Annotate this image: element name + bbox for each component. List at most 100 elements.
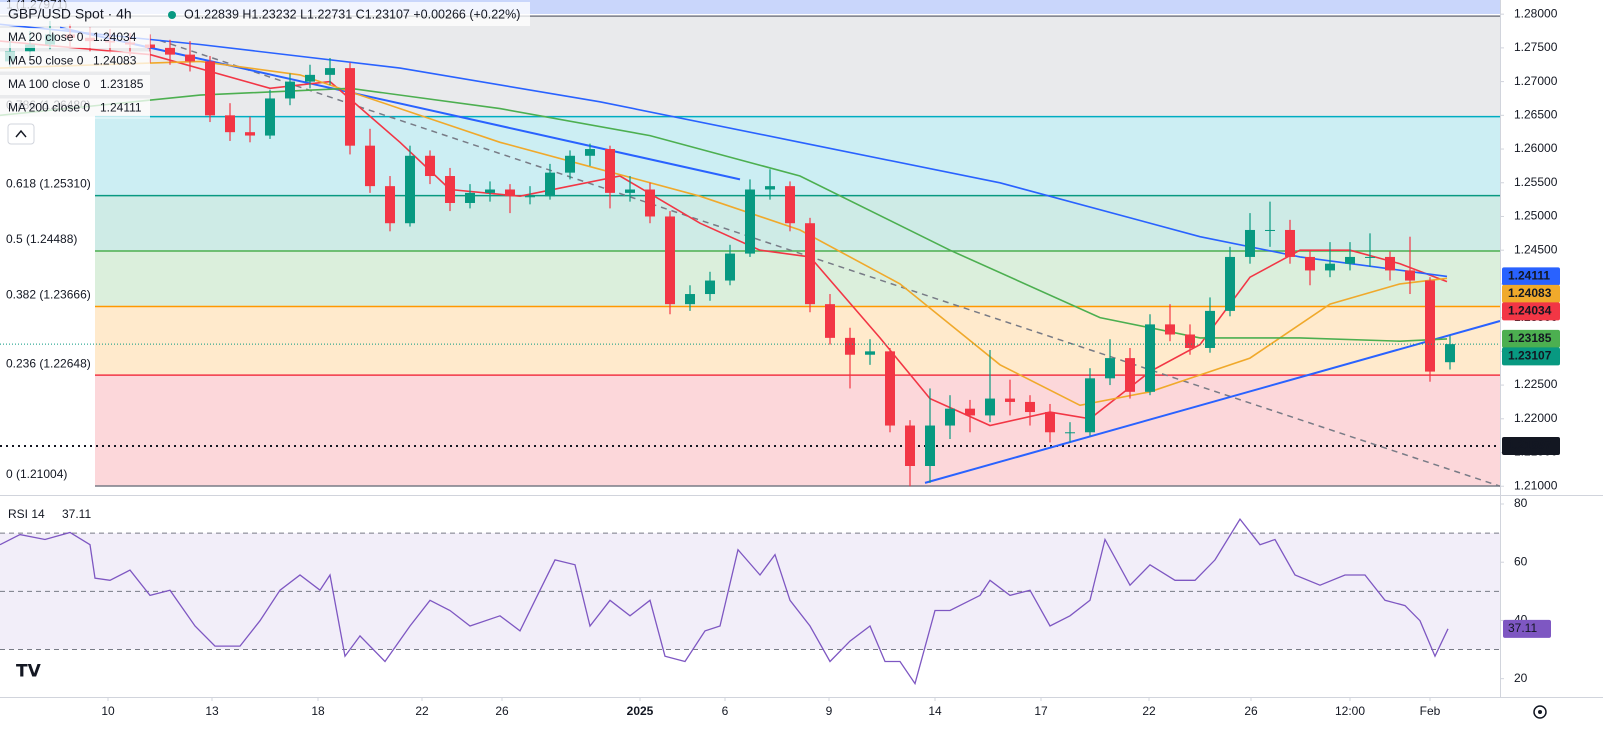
moving-average [0,87,1448,343]
candle-body [685,294,695,305]
candle-body [385,186,395,224]
candle-body [185,54,195,62]
candle-body [925,425,935,467]
x-tick-label: 9 [826,704,833,718]
candle-body [1145,324,1155,392]
candle-body [1105,358,1115,379]
candle-body [165,47,175,55]
candle-body [1325,263,1335,271]
candle-body [1165,324,1175,335]
candle-body [1005,398,1015,402]
price-tag-label: 1.24034 [1508,304,1552,318]
price-tag-label: 1.23107 [1508,349,1552,363]
legend-background [0,28,150,48]
candle-body [1245,229,1255,257]
x-tick-label: 10 [101,704,115,718]
y-tick-label: 1.22500 [1514,377,1558,391]
candle-body [865,351,875,355]
x-tick-label: 2025 [627,704,654,718]
gear-icon[interactable] [1533,705,1547,719]
candle-body [625,189,635,193]
price-tag-label: 1.24111 [1508,269,1550,283]
legend-background [0,98,150,119]
x-tick-label: 13 [205,704,219,718]
candle-body [425,155,435,177]
legend-background [0,2,530,26]
y-tick-label: 1.26000 [1514,141,1558,155]
y-tick-label: 20 [1514,671,1528,685]
collapse-button[interactable] [7,123,35,145]
settings-button[interactable] [1533,705,1547,719]
candle-body [985,398,995,416]
gear-center[interactable] [1538,710,1542,714]
candle-body [785,186,795,224]
y-tick-label: 1.26500 [1514,107,1558,121]
legend-value: 1.24111 [100,101,142,115]
price-tag [1502,436,1560,455]
candle-body [485,189,495,193]
price-tag [1502,267,1560,286]
legend-value: 1.24034 [93,30,137,44]
trend-line [924,320,1501,484]
candle-body [205,61,215,116]
plot: 1 (1.27971)0.786 (1.26480)0.618 (1.25310… [0,0,1501,686]
candle-body [1405,270,1415,281]
candle-body [545,172,555,197]
y-tick-label: 60 [1514,554,1528,568]
candle-body [1125,358,1135,392]
fib-band [0,16,1500,117]
y-tick-label: 1.27500 [1514,40,1558,54]
candle-body [1065,432,1075,434]
rsi-name: RSI 14 [8,507,45,521]
candle-body [1345,256,1355,264]
candle-body [765,186,775,190]
candle-body [745,189,755,254]
x-tick-label: Feb [1420,704,1441,718]
y-tick-label: 1.28000 [1514,6,1558,20]
candle-body [525,196,535,198]
candle-body [845,337,855,355]
fib-label: 0 (1.21004) [6,467,67,481]
y-tick-label: 1.25500 [1514,175,1558,189]
legend-background [0,75,150,95]
y-tick-label: 1.22000 [1514,411,1558,425]
candle-body [325,68,335,75]
price-tag-label: 1.21597 [1508,438,1552,452]
x-tick-label: 26 [495,704,509,718]
trend-line [159,39,1501,487]
candle-body [1285,229,1295,257]
candle-body [305,74,315,82]
fib-band [95,306,1500,376]
candle-body [945,408,955,426]
moving-average [0,23,1448,278]
collapse-icon[interactable] [15,129,27,138]
rsi-value: 37.11 [62,507,91,521]
symbol-title: GBP/USD Spot · 4h [8,6,132,22]
candle-body [605,149,615,193]
candle-body [1265,229,1275,231]
candle-body [405,155,415,224]
candle-body [965,408,975,416]
candle-body [585,149,595,156]
x-tick-label: 22 [1142,704,1156,718]
candle-body [705,280,715,295]
rsi-line [0,517,1449,686]
candle-body [1425,280,1435,372]
candle-body [825,304,835,338]
fib-band [95,116,1500,196]
tradingview-logo: 𝗧𝗩 [16,661,42,680]
candle-body [1085,378,1095,433]
candle-body [1445,344,1455,363]
x-tick-label: 26 [1244,704,1258,718]
rsi-tag-label: 37.11 [1508,621,1537,635]
price-tag [1502,329,1560,348]
legend-name: MA 50 close 0 [8,54,84,68]
ohlc-values: O1.22839 H1.23232 L1.22731 C1.23107 +0.0… [184,7,520,21]
x-tick-label: 12:00 [1335,704,1365,718]
candle-body [1205,310,1215,348]
rsi-tag [1503,619,1551,638]
status-dot [168,11,176,19]
price-tag [1502,302,1560,321]
x-tick-label: 22 [415,704,429,718]
